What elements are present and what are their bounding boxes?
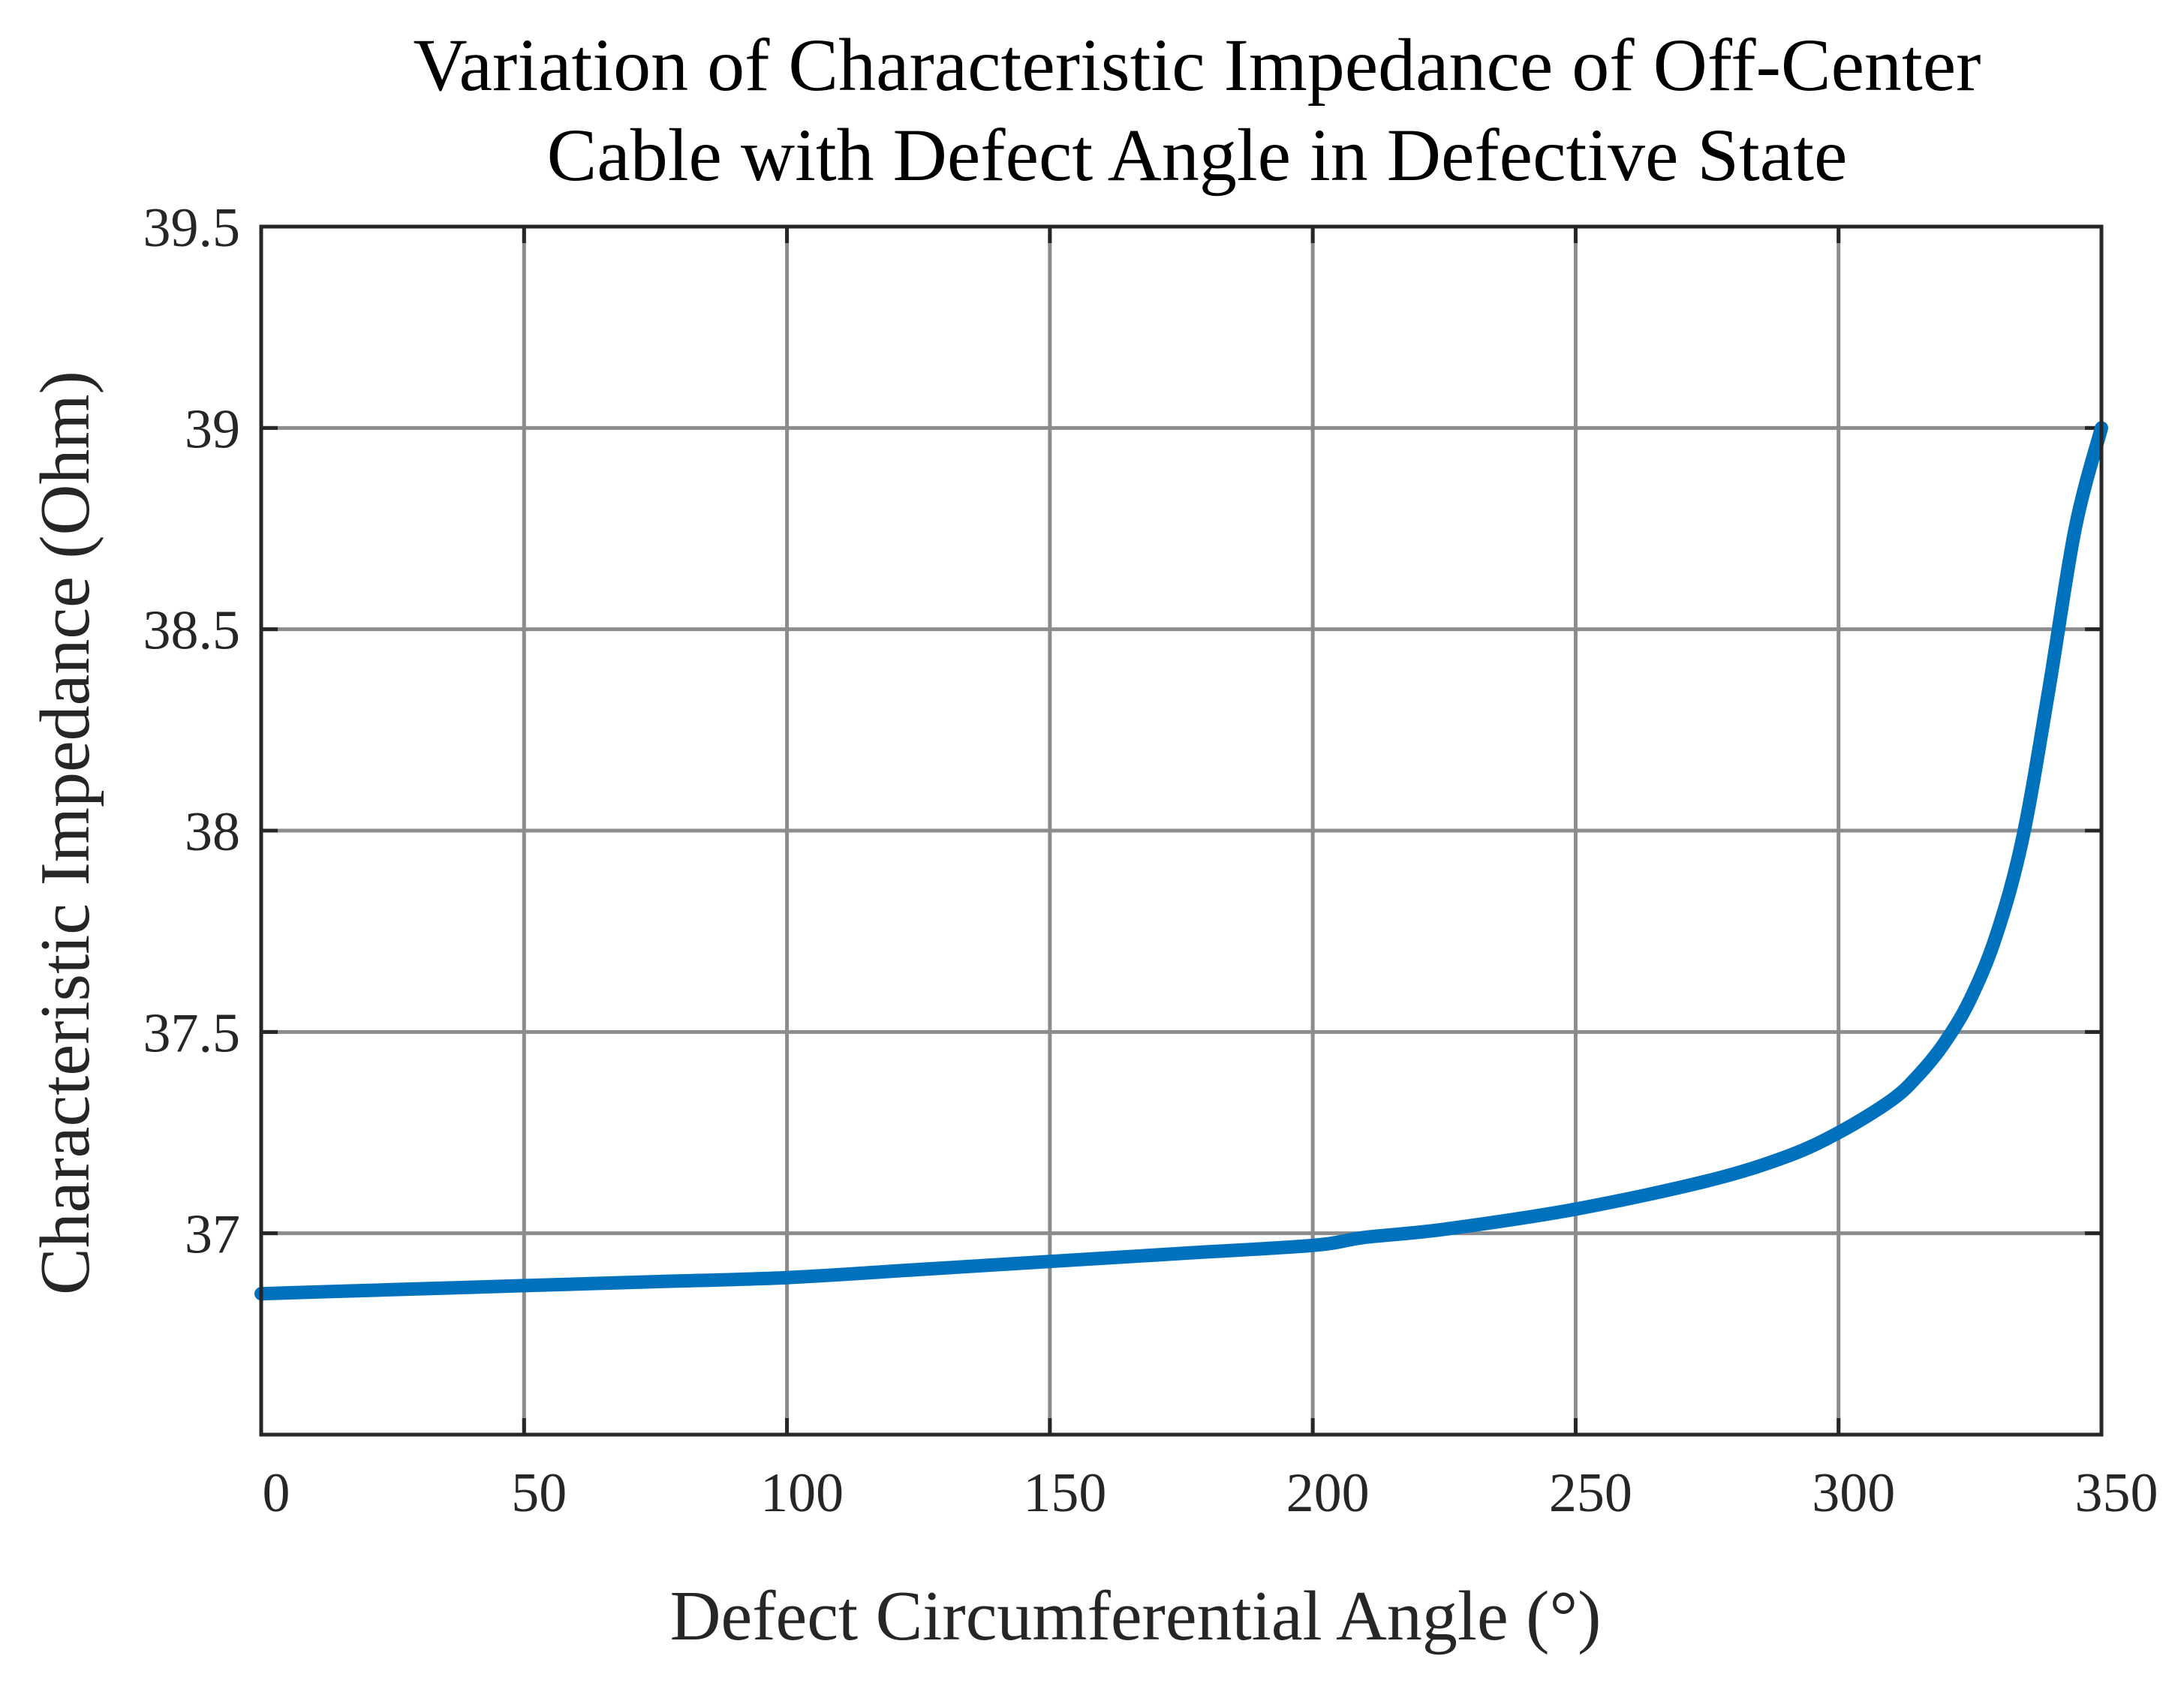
chart-title: Variation of Characteristic Impedance of… xyxy=(414,23,1981,197)
x-tick-label-0: 0 xyxy=(263,1462,290,1524)
y-tick-label-5: 39.5 xyxy=(143,197,241,259)
y-tick-labels: 37 37.5 38 38.5 39 39.5 xyxy=(143,197,241,1266)
x-tick-label-1: 50 xyxy=(511,1462,567,1524)
plot-frame xyxy=(259,224,2104,1437)
x-tick-label-7: 350 xyxy=(2075,1462,2158,1524)
y-axis-label: Characteristic Impedance (Ohm) xyxy=(26,371,104,1295)
y-tick-label-2: 38 xyxy=(185,801,240,863)
series-layer xyxy=(254,421,2108,1301)
x-tick-label-4: 200 xyxy=(1286,1462,1370,1524)
y-tick-label-3: 38.5 xyxy=(143,600,241,662)
x-tick-labels: 0 50 100 150 200 250 300 350 xyxy=(263,1462,2158,1524)
x-tick-label-6: 300 xyxy=(1812,1462,1895,1524)
y-tick-label-0: 37 xyxy=(185,1204,240,1266)
x-tick-label-5: 250 xyxy=(1549,1462,1632,1524)
series-line-0 xyxy=(254,421,2108,1301)
x-tick-label-2: 100 xyxy=(760,1462,844,1524)
y-tick-label-1: 37.5 xyxy=(143,1002,241,1064)
chart-title-line-2: Cable with Defect Angle in Defective Sta… xyxy=(547,113,1848,197)
chart-title-line-1: Variation of Characteristic Impedance of… xyxy=(414,23,1981,107)
x-axis-label: Defect Circumferential Angle (°) xyxy=(670,1577,1602,1655)
x-tick-label-3: 150 xyxy=(1023,1462,1106,1524)
y-tick-label-4: 39 xyxy=(185,398,240,460)
